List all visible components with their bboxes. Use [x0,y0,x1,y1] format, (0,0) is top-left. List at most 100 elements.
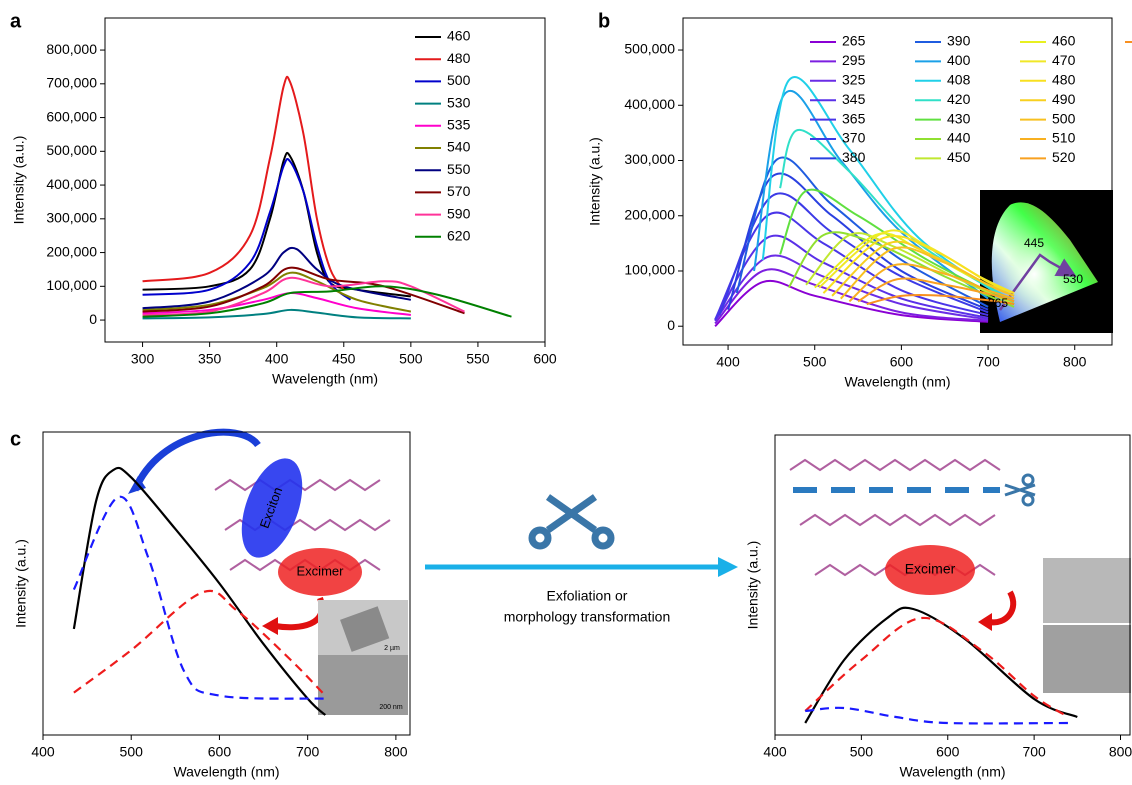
panel-label: a [10,10,22,32]
x-tick-label: 600 [890,354,914,370]
x-tick-label: 400 [716,354,740,370]
series-line [840,246,1015,300]
x-tick-label: 600 [208,744,232,760]
x-tick-label: 500 [120,744,144,760]
annotation: 445 [1024,236,1044,250]
legend-label: 510 [1052,130,1076,146]
legend-label: 540 [447,139,471,155]
plot-frame [682,17,1113,346]
legend-label: 620 [447,228,471,244]
series-line [142,157,352,301]
legend-label: 365 [842,110,866,126]
series-line [761,76,1015,305]
series-line [866,293,1015,306]
series-line [714,279,989,327]
series-line [714,268,989,325]
x-tick-label: 500 [850,744,874,760]
x-tick-label: 450 [332,351,356,367]
legend-label: 530 [447,94,471,110]
y-tick-label: 100,000 [46,277,97,293]
arrow-label: morphology transformation [504,609,671,625]
series-line [779,188,1015,306]
plot-frame [774,434,1131,736]
series-line [142,75,345,291]
x-tick-label: 400 [31,744,55,760]
exfoliation-arrow [425,494,738,577]
annotation: 2 µm [384,645,400,652]
legend-label: 500 [1052,110,1076,126]
series-line [805,706,1069,725]
x-tick-label: 400 [265,351,289,367]
y-tick-label: 400,000 [46,176,97,192]
series-line [142,276,465,316]
panel-label: c [10,428,21,450]
cie-inset [980,190,1113,333]
legend-label: 400 [947,52,971,68]
y-tick-label: 100,000 [624,262,675,278]
panel-chart: 400 500 600 700 800 Wavelength (nm) Intensity … [745,434,1132,780]
plot-frame [42,431,411,736]
y-tick-label: 0 [89,311,97,327]
series-line [804,606,1078,724]
panel-chart: c 400 500 600 700 800 Wavelength (nm) Intensity… [10,428,411,780]
series-line [848,263,1015,303]
legend-label: 460 [447,28,471,44]
y-tick-label: 600,000 [46,108,97,124]
x-tick-label: 800 [1109,744,1132,760]
series-line [73,589,327,697]
y-tick-label: 500,000 [624,41,675,57]
c-left-illustration [128,428,408,715]
arrow-label: Exfoliation or [547,588,628,604]
x-tick-label: 350 [198,351,222,367]
x-tick-label: 800 [384,744,408,760]
x-tick-label: 550 [466,351,490,367]
series-line [72,466,327,716]
x-tick-label: 400 [763,744,787,760]
legend-label: 490 [1052,91,1076,107]
series-line [714,254,989,322]
series-line [142,285,512,318]
x-tick-label: 500 [399,351,423,367]
legend-label: 440 [947,130,971,146]
y-tick-label: 700,000 [46,75,97,91]
legend-label: 450 [947,149,971,165]
x-tick-label: 600 [936,744,960,760]
series-line [72,495,326,700]
y-tick-label: 200,000 [624,206,675,222]
y-axis-label: Intensity (a.u.) [11,136,27,225]
y-tick-label: 400,000 [624,96,675,112]
y-axis-label: Intensity (a.u.) [587,137,603,226]
legend-label: 570 [447,183,471,199]
annotation: 200 nm [379,704,403,711]
legend-label: 470 [1052,52,1076,68]
panel-label: b [598,10,610,32]
legend-label: 535 [447,117,471,133]
legend-label: 380 [842,149,866,165]
legend-label: 430 [947,110,971,126]
legend-label: 295 [842,52,866,68]
x-axis-label: Wavelength (nm) [844,374,950,390]
legend-label: 420 [947,91,971,107]
y-tick-label: 0 [667,317,675,333]
series-line [714,211,989,321]
series-line [804,616,1070,718]
c-right-illustration [789,458,1131,693]
annotation: Excimer [297,563,345,578]
x-tick-label: 800 [1063,354,1087,370]
y-tick-label: 300,000 [624,151,675,167]
x-tick-label: 700 [296,744,320,760]
x-axis-label: Wavelength (nm) [173,764,279,780]
x-axis-label: Wavelength (nm) [272,371,378,387]
y-tick-label: 300,000 [46,210,97,226]
x-axis-label: Wavelength (nm) [899,764,1005,780]
legend-label: 480 [447,50,471,66]
plot-frame [104,17,546,343]
y-tick-label: 500,000 [46,142,97,158]
legend-label: 408 [947,72,971,88]
legend-label: 370 [842,130,866,146]
x-tick-label: 600 [533,351,557,367]
y-axis-label: Intensity (a.u.) [745,541,761,630]
panel-chart: b 400 500 600 700 800 0 100,000 200,000 300,000 40… [587,10,1132,390]
